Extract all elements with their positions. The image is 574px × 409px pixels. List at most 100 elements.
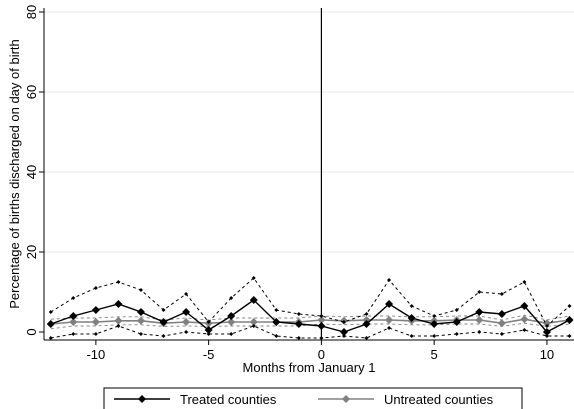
y-tick-label: 20 — [24, 245, 39, 259]
ci-marker — [477, 290, 482, 294]
data-point — [520, 315, 529, 324]
ci-marker — [432, 334, 437, 338]
data-point — [182, 318, 191, 326]
x-tick-label: 10 — [540, 347, 554, 362]
ci-marker — [229, 332, 234, 336]
data-point — [475, 308, 484, 316]
data-point — [385, 316, 394, 324]
data-point — [497, 310, 506, 318]
ci-marker — [48, 336, 53, 340]
ci-marker — [387, 326, 392, 330]
ci-marker — [274, 334, 279, 338]
data-point — [136, 308, 145, 316]
data-point — [317, 316, 326, 324]
ci-marker — [161, 334, 166, 338]
series-treated — [46, 276, 574, 340]
data-point — [159, 318, 168, 326]
ci-marker — [93, 286, 98, 290]
series-layer — [46, 276, 574, 340]
ci-marker — [387, 278, 392, 282]
ci-marker — [251, 276, 256, 280]
ci-line-upper — [50, 314, 570, 321]
ci-line-lower — [50, 322, 570, 330]
data-point — [91, 306, 100, 314]
data-point — [114, 316, 123, 325]
legend-label: Untreated counties — [384, 392, 494, 407]
data-point — [542, 328, 551, 336]
y-tick-label: 60 — [24, 85, 39, 99]
data-point — [520, 302, 529, 310]
legend: Treated counties Untreated counties — [103, 387, 523, 409]
ci-marker — [567, 304, 572, 308]
legend-label: Treated counties — [180, 392, 277, 407]
ci-marker — [364, 336, 369, 340]
legend-swatch-marker — [342, 395, 350, 403]
ci-marker — [477, 330, 482, 334]
data-point — [69, 312, 78, 320]
series-untreated — [46, 314, 574, 330]
data-point — [497, 319, 506, 328]
ci-marker — [522, 328, 527, 332]
ci-marker — [499, 332, 504, 336]
y-tick-label: 80 — [24, 5, 39, 19]
y-tick-label: 40 — [24, 165, 39, 179]
x-tick-label: -5 — [203, 347, 215, 362]
data-point — [227, 318, 236, 326]
ci-marker — [364, 312, 369, 316]
x-tick-label: 5 — [431, 347, 438, 362]
data-point — [227, 312, 236, 320]
ci-marker — [184, 292, 189, 296]
series-line — [50, 318, 570, 325]
data-point — [452, 318, 461, 326]
ci-marker — [161, 308, 166, 312]
ci-marker — [522, 280, 527, 284]
ci-marker — [206, 320, 211, 324]
data-point — [430, 320, 439, 328]
x-tick-label: 0 — [318, 347, 325, 362]
data-point — [362, 320, 371, 328]
ci-marker — [454, 308, 459, 312]
ci-marker — [432, 314, 437, 318]
ci-line-lower — [50, 325, 570, 339]
ci-marker — [499, 292, 504, 296]
data-point — [565, 316, 574, 324]
ci-marker — [93, 332, 98, 336]
ci-marker — [71, 296, 76, 300]
x-tick-label: -10 — [86, 347, 105, 362]
gridlines — [44, 11, 574, 253]
ci-marker — [567, 334, 572, 338]
data-point — [317, 322, 326, 330]
data-point — [182, 308, 191, 316]
data-point — [46, 320, 55, 328]
data-point — [407, 314, 416, 322]
ci-line-upper — [50, 277, 570, 327]
ci-marker — [116, 324, 121, 328]
data-point — [272, 318, 281, 326]
ci-marker — [116, 280, 121, 284]
data-point — [385, 300, 394, 308]
data-point — [339, 328, 348, 336]
data-point — [475, 316, 484, 324]
ci-marker — [409, 334, 414, 338]
ci-marker — [229, 296, 234, 300]
data-point — [249, 318, 258, 326]
ci-marker — [184, 330, 189, 334]
ci-marker — [296, 336, 301, 340]
data-point — [204, 326, 213, 334]
ci-marker — [319, 314, 324, 318]
ci-marker — [454, 332, 459, 336]
ci-marker — [409, 304, 414, 308]
ci-marker — [319, 336, 324, 340]
data-point — [69, 318, 78, 326]
ci-marker — [274, 308, 279, 312]
data-point — [136, 316, 145, 325]
data-point — [249, 296, 258, 304]
ci-marker — [341, 320, 346, 324]
ci-marker — [251, 324, 256, 328]
legend-swatch-marker — [138, 395, 146, 403]
ci-marker — [48, 310, 53, 314]
y-axis-title: Percentage of births discharged on day o… — [7, 39, 22, 309]
data-point — [114, 300, 123, 308]
ci-marker — [296, 312, 301, 316]
